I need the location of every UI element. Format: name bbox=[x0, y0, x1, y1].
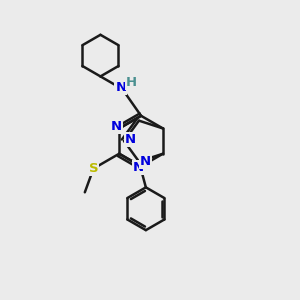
Text: N: N bbox=[133, 161, 144, 174]
Text: S: S bbox=[89, 162, 98, 175]
Text: N: N bbox=[111, 121, 122, 134]
Text: H: H bbox=[126, 76, 137, 89]
Text: N: N bbox=[125, 133, 136, 146]
Text: N: N bbox=[140, 155, 151, 168]
Text: N: N bbox=[115, 81, 126, 94]
